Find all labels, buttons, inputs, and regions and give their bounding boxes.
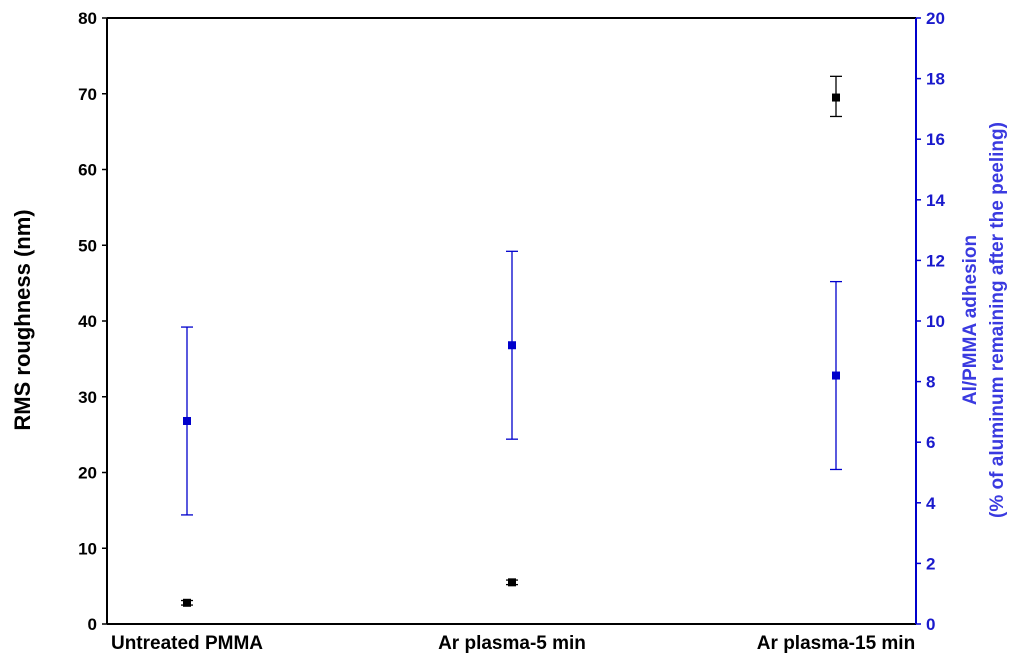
axes: [102, 17, 921, 625]
data-point: [183, 598, 191, 607]
y-right-tick-label: 10: [926, 312, 945, 331]
data-point: [183, 416, 191, 425]
y-left-tick-label: 60: [78, 161, 97, 180]
data-point: [508, 341, 516, 350]
y-right-tick-label: 8: [926, 373, 935, 392]
y-left-tick-label: 20: [78, 464, 97, 483]
y-left-tick-label: 50: [78, 236, 97, 255]
x-category-label: Ar plasma-15 min: [757, 633, 915, 654]
data-point: [832, 93, 840, 102]
x-category-label: Untreated PMMA: [111, 633, 263, 654]
y-axis-left-label: RMS roughness (nm): [10, 209, 35, 430]
y-right-tick-label: 6: [926, 433, 935, 452]
y-right-tick-label: 2: [926, 554, 935, 573]
y-left-tick-label: 10: [78, 539, 97, 558]
tick-labels: 0 10 20 30 40 50 60 70 80 0 2 4 6 8 10 12 14 16 18 20: [78, 9, 945, 634]
category-labels: Untreated PMMA Ar plasma-5 min Ar plasma-1…: [111, 633, 915, 654]
y-right-tick-label: 4: [926, 494, 936, 513]
y-right-tick-label: 20: [926, 9, 945, 28]
data-marks: [181, 75, 842, 607]
data-point: [832, 371, 840, 380]
y-right-tick-label: 12: [926, 251, 945, 270]
y-right-tick-label: 18: [926, 70, 945, 89]
y-right-tick-label: 14: [926, 191, 945, 210]
y-left-tick-label: 0: [88, 615, 97, 634]
y-axis-right-label-line2: (% of aluminum remaining after the peeli…: [987, 122, 1008, 518]
x-category-label: Ar plasma-5 min: [438, 633, 586, 654]
y-right-tick-label: 0: [926, 615, 935, 634]
y-right-tick-label: 16: [926, 130, 945, 149]
y-left-tick-label: 80: [78, 9, 97, 28]
y-left-tick-label: 70: [78, 85, 97, 104]
y-left-tick-label: 30: [78, 388, 97, 407]
y-left-tick-label: 40: [78, 312, 97, 331]
data-point: [508, 578, 516, 587]
y-axis-right-label-line1: Al/PMMA adhesion: [960, 235, 981, 405]
